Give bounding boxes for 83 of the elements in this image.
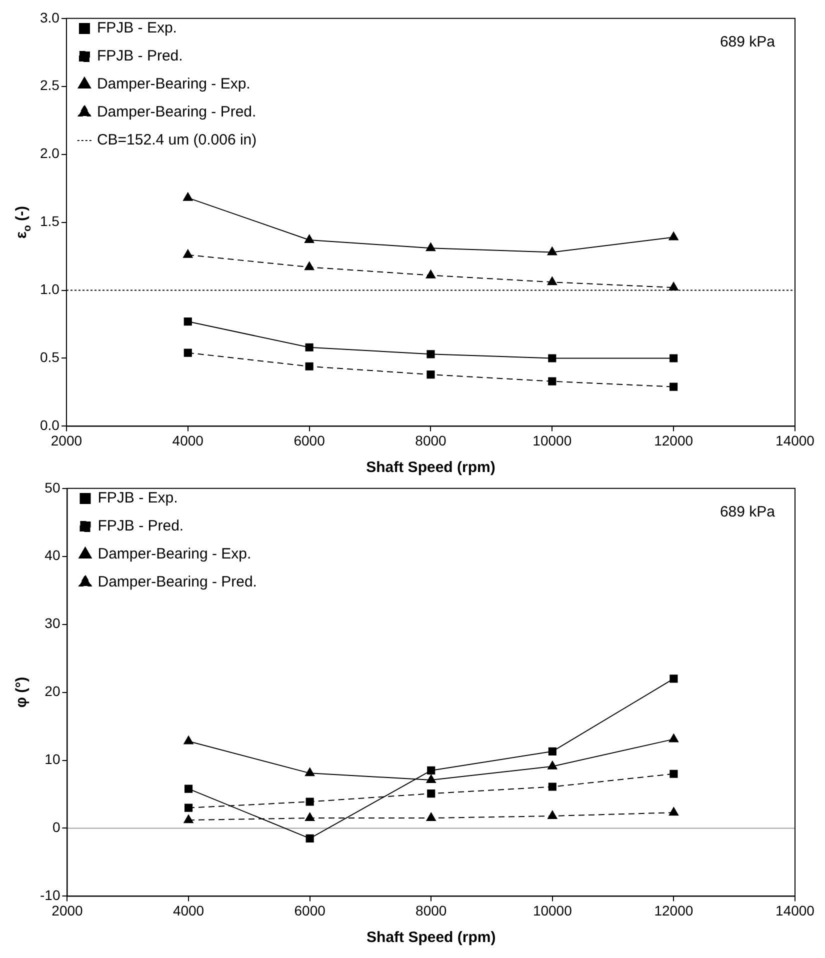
y-tick-label: 40 [44, 547, 60, 564]
point [670, 382, 678, 391]
x-axis-title: Shaft Speed (rpm) [366, 929, 496, 946]
point [670, 674, 678, 683]
legend-label: Damper-Bearing - Pred. [98, 574, 257, 591]
point [670, 770, 678, 778]
legend-label: FPJB - Pred. [98, 518, 184, 535]
legend-label: Damper-Bearing - Pred. [96, 104, 256, 121]
y-tick-label: 3.0 [40, 9, 60, 26]
x-tick-label: 2000 [52, 902, 84, 918]
point [305, 343, 314, 352]
x-tick-label: 6000 [294, 432, 326, 448]
point [184, 317, 192, 326]
annotation: 689 kPa [720, 33, 776, 50]
legend-label: FPJB - Exp. [98, 490, 178, 507]
point [668, 282, 678, 291]
y-tick-label: -10 [40, 887, 60, 904]
y-tick-label: 1.5 [40, 213, 60, 230]
x-tick-label: 6000 [294, 902, 326, 918]
point [548, 782, 556, 791]
point [427, 790, 436, 798]
y-tick-label: 2.5 [40, 77, 60, 94]
point [304, 262, 314, 270]
y-axis-title: φ (°) [13, 676, 30, 708]
point [184, 784, 193, 793]
point [305, 362, 314, 370]
point [426, 350, 435, 358]
y-tick-label: 0 [52, 819, 60, 836]
y-tick-label: 10 [44, 751, 60, 768]
point [184, 814, 194, 824]
x-axis-title: Shaft Speed (rpm) [366, 459, 496, 476]
point [548, 747, 556, 756]
y-tick-label: 0.5 [40, 349, 60, 366]
y-tick-label: 50 [44, 479, 60, 496]
x-tick-label: 10000 [532, 432, 572, 448]
point [184, 348, 192, 357]
y-axis-title: εo (-) [13, 206, 34, 239]
point [547, 246, 557, 256]
point [547, 276, 557, 286]
point [668, 232, 678, 240]
point [668, 807, 679, 816]
point [426, 812, 436, 822]
point [183, 249, 193, 258]
x-tick-label: 2000 [50, 432, 82, 448]
point [183, 192, 193, 201]
point [426, 242, 436, 252]
point [184, 736, 194, 744]
y-tick-label: 20 [44, 683, 60, 700]
point [184, 804, 193, 812]
point [306, 834, 314, 842]
y-tick-label: 2.0 [40, 145, 60, 162]
point [548, 760, 558, 770]
legend-label: Damper-Bearing - Exp. [98, 546, 252, 563]
point [426, 774, 436, 783]
point [548, 810, 558, 819]
legend-label: FPJB - Exp. [96, 20, 177, 37]
point [670, 354, 678, 362]
x-tick-label: 8000 [416, 902, 447, 918]
y-tick-label: 30 [44, 615, 60, 632]
x-tick-label: 14000 [776, 902, 815, 918]
legend-label: Damper-Bearing - Exp. [96, 76, 250, 93]
point [668, 734, 679, 742]
point [304, 234, 314, 243]
y-tick-label: 1.0 [40, 281, 60, 298]
point [426, 270, 436, 278]
x-tick-label: 12000 [654, 902, 694, 918]
x-tick-label: 8000 [415, 432, 447, 448]
x-tick-label: 4000 [172, 432, 204, 448]
annotation: 689 kPa [720, 503, 776, 520]
x-tick-label: 12000 [654, 432, 694, 448]
x-tick-label: 4000 [172, 902, 204, 918]
point [426, 370, 435, 379]
legend-label: FPJB - Pred. [96, 48, 183, 65]
point [306, 798, 314, 806]
point [304, 812, 315, 822]
point [548, 354, 556, 362]
point [427, 766, 436, 774]
x-tick-label: 14000 [776, 432, 815, 448]
legend-label: CB=152.4 um (0.006 in) [96, 132, 257, 149]
point [304, 768, 315, 776]
point [548, 377, 556, 386]
y-tick-label: 0.0 [40, 417, 60, 434]
x-tick-label: 10000 [532, 902, 572, 918]
